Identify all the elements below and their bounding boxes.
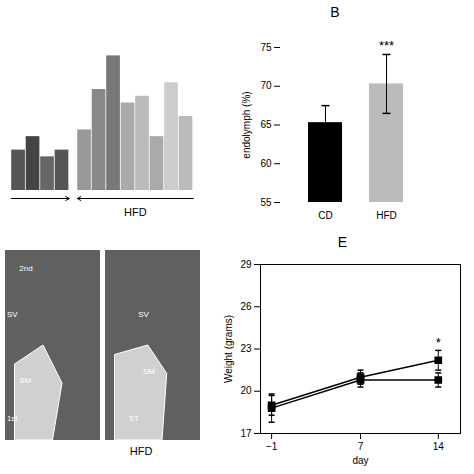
svg-text:17: 17 <box>240 428 252 439</box>
svg-text:75: 75 <box>260 42 272 53</box>
svg-text:2nd: 2nd <box>19 264 32 273</box>
svg-text:60: 60 <box>260 158 272 169</box>
svg-text:70: 70 <box>260 80 272 91</box>
svg-text:day: day <box>352 455 368 466</box>
html-text:E: E <box>337 234 348 250</box>
svg-text:1st: 1st <box>7 414 18 423</box>
svg-text:55: 55 <box>260 197 272 208</box>
svg-text:7: 7 <box>358 441 364 452</box>
svg-text:SM: SM <box>19 376 31 385</box>
svg-text:endolymph (%): endolymph (%) <box>241 91 252 158</box>
svg-text:ST: ST <box>129 414 139 423</box>
svg-text:CD: CD <box>318 210 332 221</box>
svg-text:−1: −1 <box>266 441 278 452</box>
svg-text:23: 23 <box>240 343 252 354</box>
html-text:B: B <box>330 4 340 20</box>
svg-text:29: 29 <box>240 259 252 270</box>
svg-text:20: 20 <box>240 385 252 396</box>
svg-text:SV: SV <box>138 310 149 319</box>
svg-text:*: * <box>436 335 441 350</box>
svg-text:HFD: HFD <box>376 210 397 221</box>
svg-text:65: 65 <box>260 119 272 130</box>
svg-text:HFD: HFD <box>124 206 147 218</box>
svg-text:SM: SM <box>143 367 155 376</box>
svg-text:14: 14 <box>433 441 445 452</box>
svg-text:Weight (grams): Weight (grams) <box>223 315 234 383</box>
svg-text:***: *** <box>379 38 394 53</box>
svg-text:26: 26 <box>240 301 252 312</box>
svg-text:SV: SV <box>7 310 18 319</box>
svg-text:HFD: HFD <box>130 445 153 457</box>
